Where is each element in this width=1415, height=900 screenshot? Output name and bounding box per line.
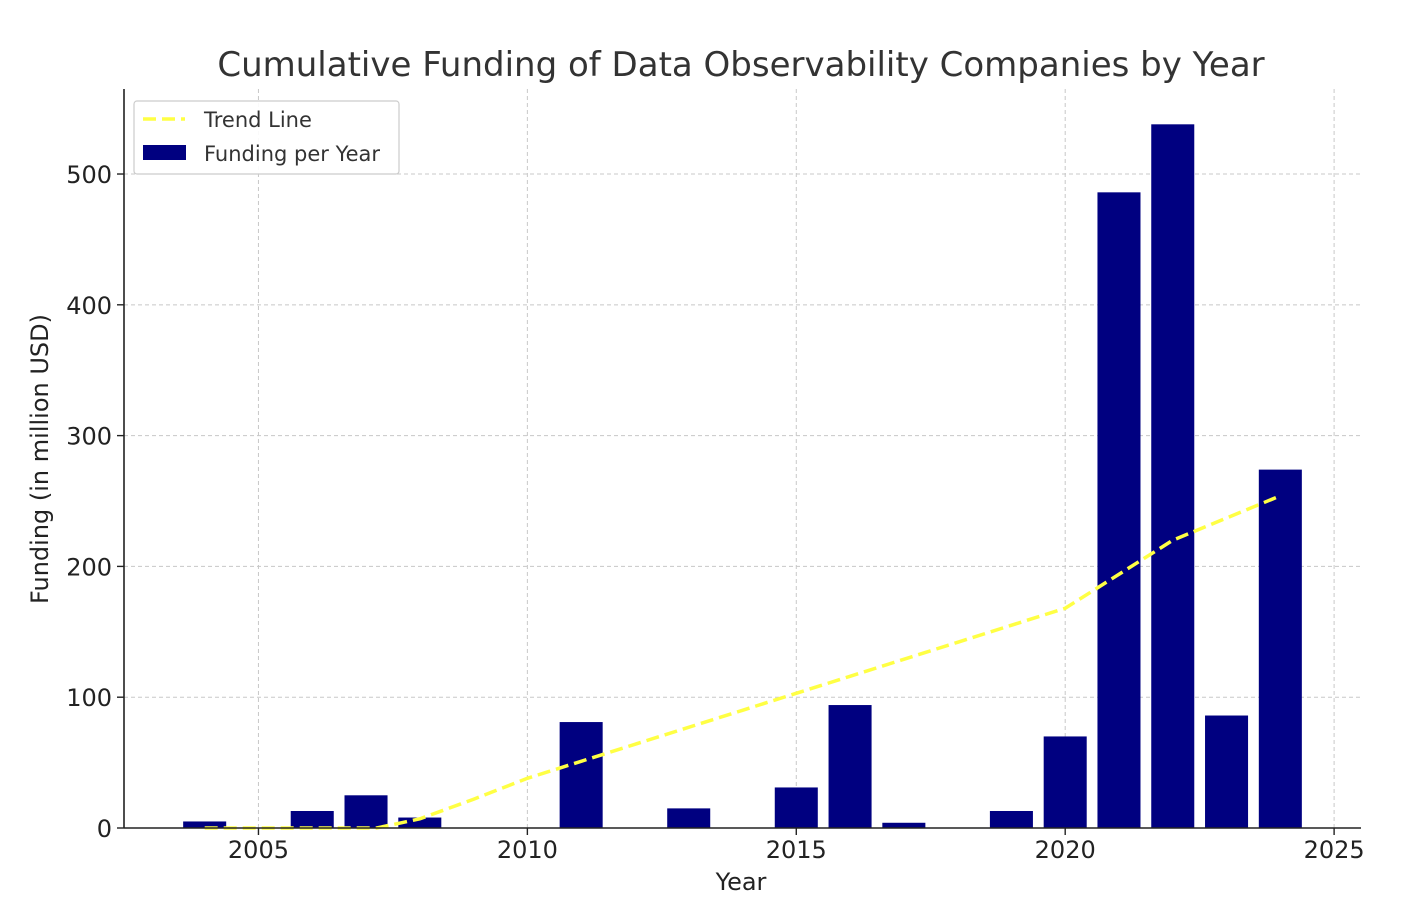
- bar-2019: [989, 810, 1033, 828]
- trend-line-layer: [204, 494, 1281, 830]
- bar-2022: [1151, 124, 1195, 828]
- legend-box: [133, 100, 400, 175]
- bar-2006: [290, 810, 334, 828]
- legend: Trend Line Funding per Year: [133, 100, 400, 175]
- trend-line: [204, 494, 1281, 830]
- bar-2015: [774, 787, 818, 828]
- bars: [183, 124, 1302, 828]
- legend-funding-swatch: [143, 145, 186, 160]
- x-tick-label: 2020: [1035, 836, 1096, 864]
- bar-2017: [882, 822, 926, 828]
- bar-2020: [1043, 736, 1087, 828]
- bar-2007: [344, 795, 388, 828]
- chart-title: Cumulative Funding of Data Observability…: [217, 45, 1264, 85]
- x-tick-label: 2015: [766, 836, 827, 864]
- bar-2023: [1205, 715, 1249, 828]
- x-tick-label: 2005: [228, 836, 289, 864]
- y-tick-label: 0: [97, 815, 112, 843]
- x-axis-label: Year: [715, 868, 767, 896]
- bar-2021: [1097, 192, 1141, 828]
- y-tick-label: 300: [66, 423, 112, 451]
- y-axis-label: Funding (in million USD): [26, 314, 54, 604]
- bar-2004: [183, 821, 227, 828]
- axis-ticks: 0 100 200 300 400 500 2005 2010 2015 2020 2025: [66, 161, 1364, 864]
- x-tick-label: 2010: [497, 836, 558, 864]
- x-tick-label: 2025: [1304, 836, 1365, 864]
- bar-2011: [559, 722, 603, 828]
- y-tick-label: 400: [66, 292, 112, 320]
- bar-2016: [828, 705, 872, 828]
- bar-2013: [667, 808, 711, 828]
- y-tick-label: 500: [66, 161, 112, 189]
- legend-label-funding-per-year: Funding per Year: [204, 142, 380, 166]
- bar-2008: [398, 817, 442, 828]
- y-tick-label: 200: [66, 553, 112, 581]
- legend-label-trend-line: Trend Line: [203, 108, 312, 132]
- bar-2024: [1258, 469, 1302, 828]
- y-tick-label: 100: [66, 684, 112, 712]
